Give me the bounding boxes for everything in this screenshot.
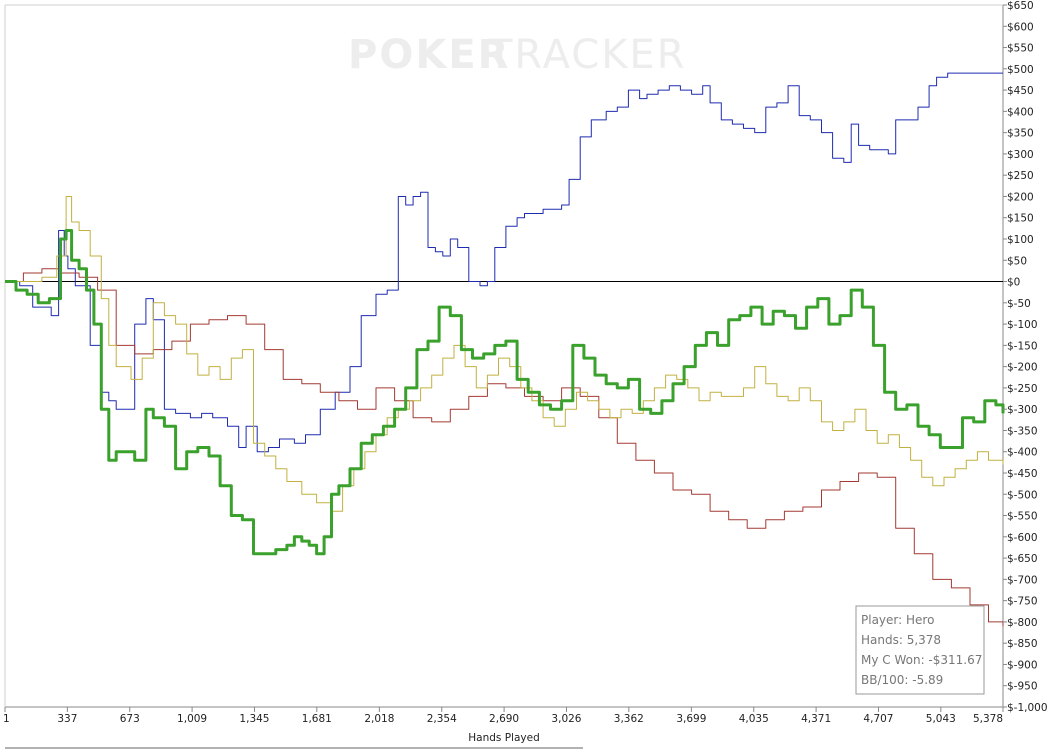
y-tick-label: $-250	[1007, 383, 1038, 395]
hover-tooltip: Player: Hero Hands: 5,378 My C Won: -$31…	[855, 605, 985, 695]
x-tick-label: 4,035	[739, 713, 769, 725]
x-tick-label: 673	[120, 713, 140, 725]
x-tick-label: 3,026	[551, 713, 581, 725]
y-tick-label: $-750	[1007, 596, 1038, 608]
tooltip-box	[855, 605, 985, 695]
y-tick-label: $200	[1007, 191, 1034, 203]
x-tick-label: 1,345	[239, 713, 269, 725]
y-tick-label: $-450	[1007, 468, 1038, 480]
series-1	[4, 268, 1004, 627]
y-tick-label: $-600	[1007, 532, 1038, 544]
x-tick-label: 2,690	[489, 713, 519, 725]
y-tick-label: $550	[1007, 43, 1034, 55]
tooltip-won: My C Won: -$311.67	[861, 653, 982, 667]
y-tick-label: $-200	[1007, 362, 1038, 374]
y-tick-label: $250	[1007, 170, 1034, 182]
y-tick-label: $-400	[1007, 447, 1038, 459]
x-tick-label: 3,699	[676, 713, 706, 725]
y-tick-label: $-150	[1007, 340, 1038, 352]
series-line	[5, 72, 1003, 453]
x-tick-label: 4,707	[863, 713, 893, 725]
y-tick-label: $-300	[1007, 404, 1038, 416]
y-tick-label: $100	[1007, 234, 1034, 246]
y-axis-ticks: $650 $600 $550 $500 $450 $400 $350 $300 $250 $200…	[1003, 0, 1048, 714]
series-3	[4, 229, 1005, 556]
y-tick-label: $-900	[1007, 659, 1038, 671]
x-tick-label: 337	[57, 713, 77, 725]
y-tick-label: $-550	[1007, 511, 1038, 523]
x-tick-label: 1,681	[302, 713, 332, 725]
x-tick-label: 2,018	[364, 713, 394, 725]
x-tick-label: 5,378	[973, 713, 1003, 725]
y-tick-label: $500	[1007, 64, 1034, 76]
y-tick-label: $-850	[1007, 638, 1038, 650]
x-tick-label: 5,043	[926, 713, 956, 725]
tooltip-bb100: BB/100: -5.89	[861, 673, 943, 687]
y-tick-label: $650	[1007, 0, 1034, 12]
y-tick-label: $-800	[1007, 617, 1038, 629]
y-tick-label: $-500	[1007, 489, 1038, 501]
y-tick-label: $600	[1007, 21, 1034, 33]
x-tick-label: 1,009	[177, 713, 207, 725]
y-tick-label: $-50	[1007, 298, 1031, 310]
y-tick-label: $-950	[1007, 681, 1038, 693]
x-axis-ticks: 1 337 673 1,009 1,345 1,681 2,018 2,354 2,690 3,0…	[3, 707, 1004, 725]
series-line	[5, 229, 1005, 556]
y-tick-label: $450	[1007, 85, 1034, 97]
y-tick-label: $150	[1007, 213, 1034, 225]
series-2	[4, 196, 1004, 512]
y-tick-label: $350	[1007, 128, 1034, 140]
x-axis-title: Hands Played	[468, 732, 539, 744]
y-tick-label: $-700	[1007, 574, 1038, 586]
watermark-thin: TRACKER	[487, 32, 687, 78]
tooltip-player: Player: Hero	[861, 613, 934, 627]
y-tick-label: $-1,000	[1007, 702, 1048, 714]
poker-tracker-watermark: POKER TRACKER	[348, 32, 687, 78]
series-layer	[4, 72, 1005, 627]
series-line	[5, 196, 1004, 512]
tooltip-hands: Hands: 5,378	[861, 633, 941, 647]
y-tick-label: $50	[1007, 255, 1027, 267]
watermark-bold: POKER	[348, 32, 510, 78]
series-line	[5, 268, 1004, 627]
y-tick-label: $400	[1007, 106, 1034, 118]
x-tick-label: 1	[3, 713, 10, 725]
y-tick-label: $-650	[1007, 553, 1038, 565]
x-tick-label: 2,354	[427, 713, 457, 725]
x-tick-label: 3,362	[614, 713, 644, 725]
series-0	[4, 72, 1004, 453]
x-tick-label: 4,371	[801, 713, 831, 725]
y-tick-label: $-350	[1007, 425, 1038, 437]
y-tick-label: $0	[1007, 277, 1020, 289]
y-tick-label: $300	[1007, 149, 1034, 161]
plot-area	[4, 4, 1004, 708]
y-tick-label: $-100	[1007, 319, 1038, 331]
